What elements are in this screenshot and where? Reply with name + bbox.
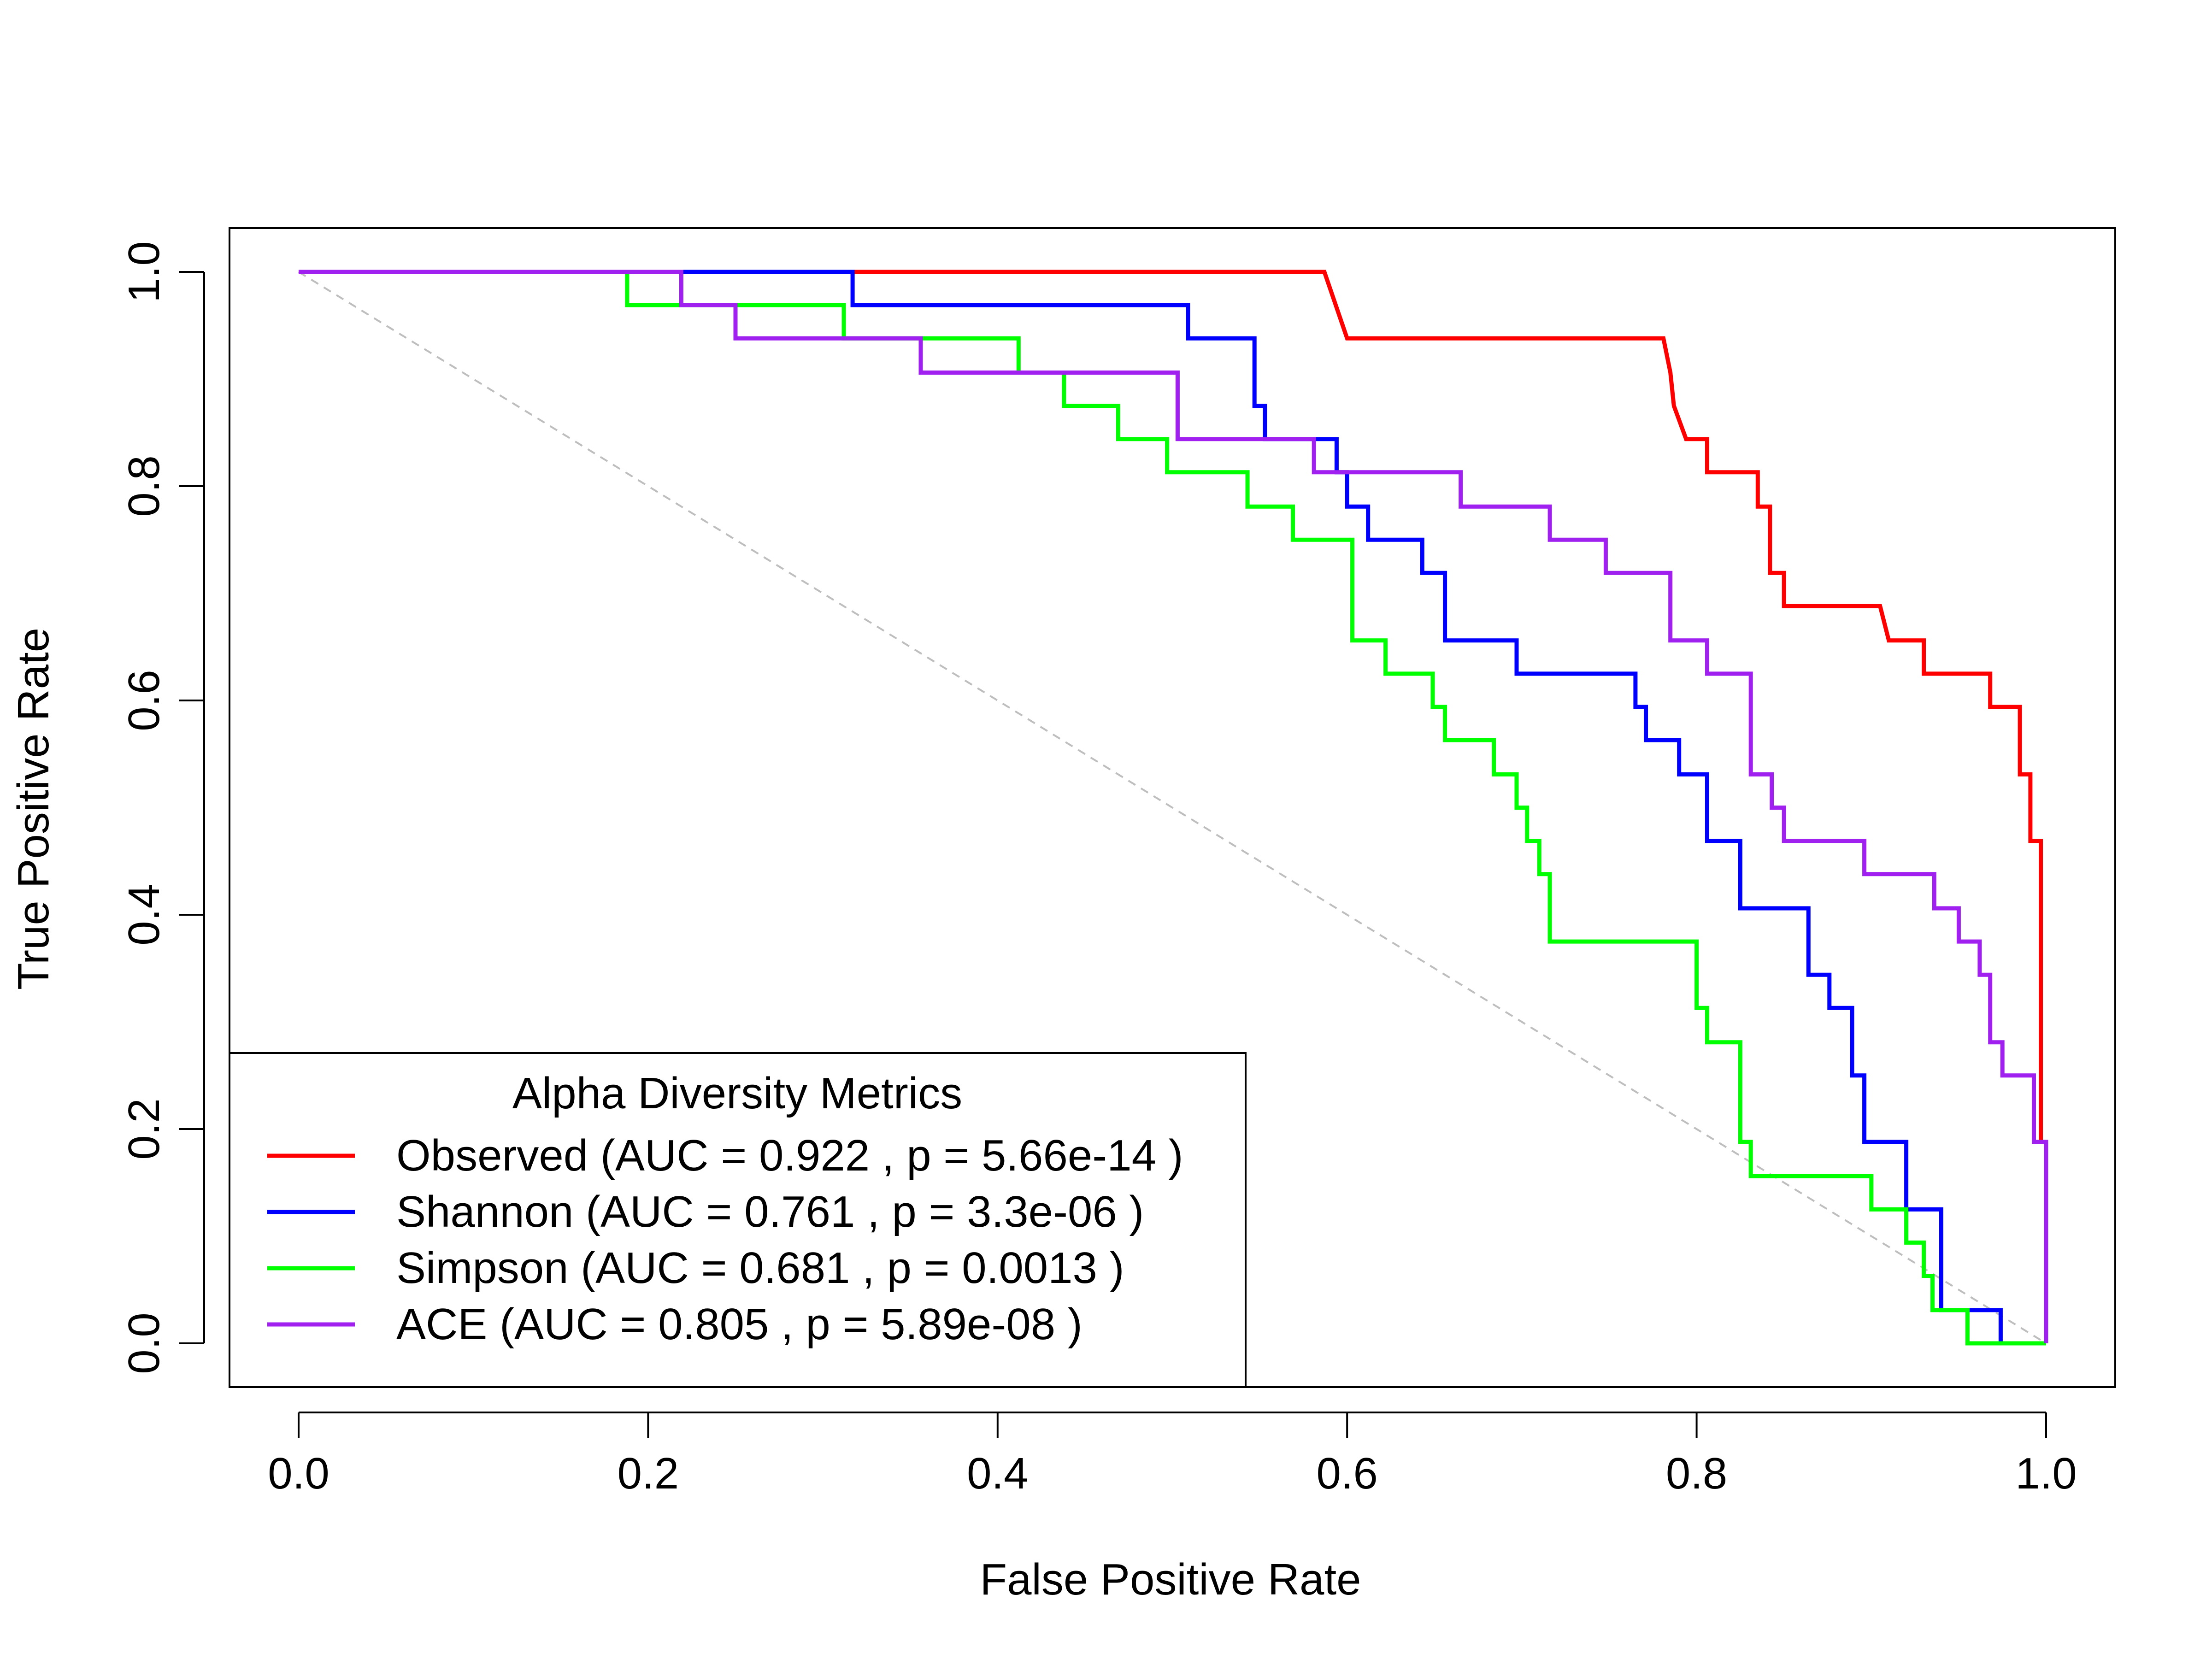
legend-entry-label: Observed (AUC = 0.922 , p = 5.66e-14 ) bbox=[396, 1131, 1183, 1180]
series-line-simpson bbox=[299, 270, 2046, 1346]
y-tick-label: 0.8 bbox=[119, 455, 169, 517]
x-tick-label: 0.8 bbox=[1666, 1449, 1727, 1498]
legend-entries: Observed (AUC = 0.922 , p = 5.66e-14 ) Sh… bbox=[267, 1131, 1183, 1349]
y-tick-label: 0.4 bbox=[119, 884, 169, 945]
series-line-ace bbox=[299, 270, 2048, 1343]
x-tick-label: 0.6 bbox=[1316, 1449, 1377, 1498]
series-line-observed bbox=[299, 270, 2048, 1343]
legend-box bbox=[229, 1052, 1247, 1388]
x-tick-label: 0.2 bbox=[618, 1449, 679, 1498]
x-tick-label: 1.0 bbox=[2015, 1449, 2077, 1498]
reference-diagonal-line bbox=[298, 271, 2047, 1344]
legend-entry-label: ACE (AUC = 0.805 , p = 5.89e-08 ) bbox=[396, 1300, 1082, 1349]
legend: Alpha Diversity Metrics Observed (AUC = … bbox=[229, 1052, 1247, 1388]
plot-area bbox=[298, 270, 2048, 1346]
series-line-shannon bbox=[299, 270, 2046, 1346]
y-tick-label: 0.2 bbox=[119, 1098, 169, 1159]
x-tick-label: 0.0 bbox=[268, 1449, 329, 1498]
legend-title: Alpha Diversity Metrics bbox=[512, 1069, 962, 1118]
axes: 0.0 0.2 0.4 0.6 0.8 1.0 0.0 0.2 0.4 0.6 0.8 1.0 bbox=[119, 227, 2116, 1498]
x-tick-label: 0.4 bbox=[967, 1449, 1028, 1498]
y-tick-label: 0.6 bbox=[119, 670, 169, 731]
y-axis-label: True Positive Rate bbox=[9, 628, 58, 990]
y-tick-label: 1.0 bbox=[119, 241, 169, 302]
y-tick-label: 0.0 bbox=[119, 1312, 169, 1374]
legend-entry-label: Shannon (AUC = 0.761 , p = 3.3e-06 ) bbox=[396, 1187, 1144, 1236]
x-axis-label: False Positive Rate bbox=[980, 1555, 1361, 1604]
legend-entry-label: Simpson (AUC = 0.681 , p = 0.0013 ) bbox=[396, 1243, 1124, 1293]
